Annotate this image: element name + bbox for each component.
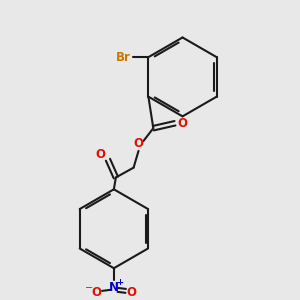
Text: O: O: [91, 286, 101, 299]
Text: −: −: [85, 283, 93, 293]
Text: O: O: [95, 148, 105, 161]
Text: +: +: [116, 278, 123, 287]
Text: O: O: [134, 137, 143, 151]
Text: Br: Br: [116, 51, 131, 64]
Text: O: O: [177, 117, 187, 130]
Text: O: O: [127, 286, 136, 299]
Text: N: N: [109, 281, 119, 294]
